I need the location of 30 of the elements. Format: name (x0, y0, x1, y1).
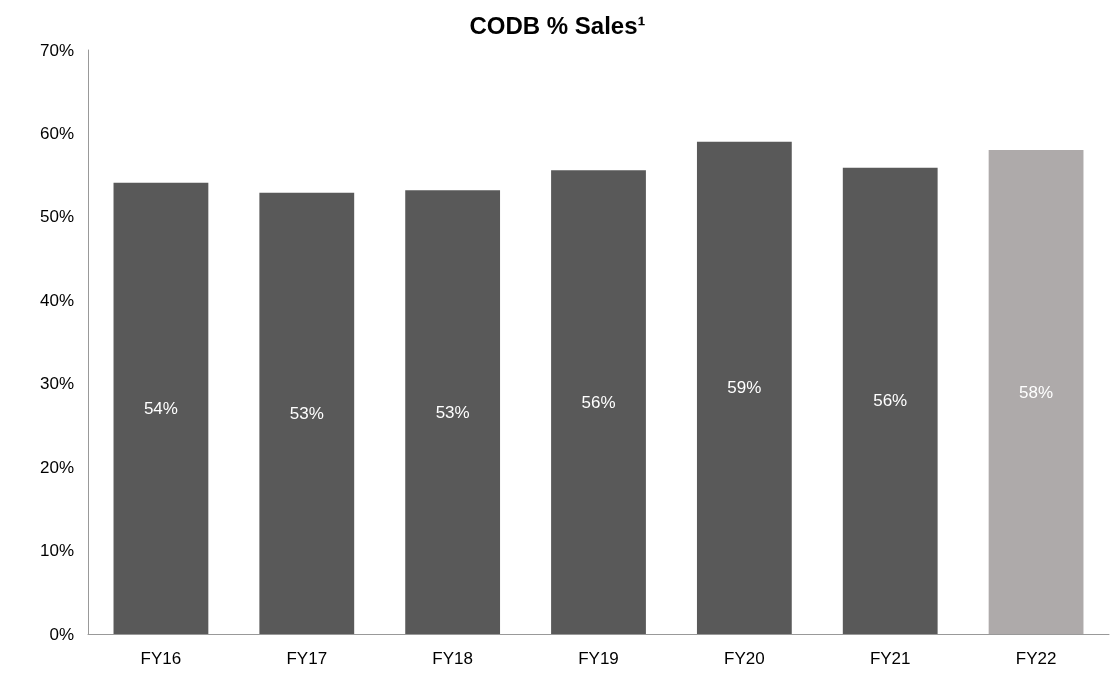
x-tick-label: FY19 (578, 649, 619, 668)
data-label: 56% (873, 391, 908, 411)
x-tick-label: FY22 (1015, 649, 1057, 668)
data-label: 54% (143, 398, 178, 418)
bar (259, 192, 355, 634)
y-tick-label: 40% (39, 290, 74, 310)
bar (405, 190, 501, 634)
y-tick-label: 60% (39, 123, 74, 143)
bar (551, 170, 646, 634)
chart-title: CODB % Sales¹ (469, 11, 646, 39)
y-tick-label: 30% (39, 374, 74, 394)
data-label: 58% (1019, 382, 1054, 402)
bar (696, 141, 792, 634)
y-tick-label: 10% (39, 541, 74, 561)
x-tick-label: FY17 (286, 649, 328, 668)
y-tick-label: 20% (39, 457, 74, 477)
y-tick-label: 0% (49, 624, 74, 644)
y-tick-label: 50% (39, 207, 74, 227)
data-label: 56% (581, 392, 616, 412)
x-tick-label: FY18 (432, 649, 473, 668)
x-tick-label: FY21 (869, 649, 911, 668)
bar (113, 182, 209, 634)
x-tick-label: FY16 (140, 649, 182, 668)
data-label: 59% (727, 378, 762, 398)
bar (988, 150, 1084, 634)
y-tick-label: 70% (39, 40, 74, 60)
data-label: 53% (289, 403, 324, 423)
bar (842, 167, 938, 634)
data-label: 53% (435, 402, 470, 422)
x-tick-label: FY20 (724, 649, 765, 668)
